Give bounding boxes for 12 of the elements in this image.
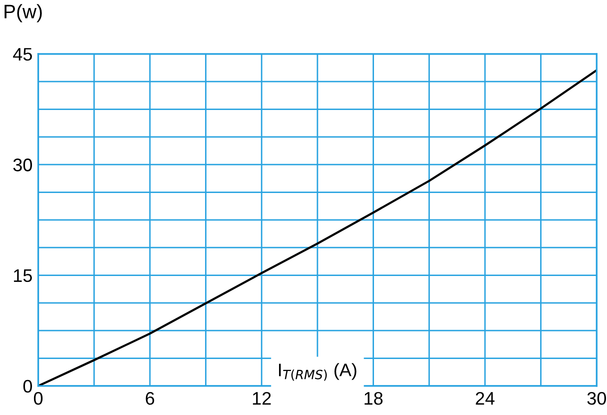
y-tick-label: 45 — [13, 48, 32, 61]
y-tick-label: 0 — [23, 380, 32, 393]
y-tick-label: 15 — [14, 269, 32, 282]
x-tick-label: 30 — [587, 392, 606, 405]
y-tick-label: 30 — [13, 158, 32, 172]
x-tick-label: 6 — [146, 392, 154, 405]
x-tick-label: 24 — [476, 392, 495, 405]
x-tick-label: 18 — [364, 392, 383, 405]
y-axis-title: P(w) — [4, 4, 42, 22]
x-tick-label: 12 — [252, 392, 271, 405]
x-tick-label: 0 — [34, 392, 43, 405]
x-axis-title: I$_{T(RMS)}$ (A) — [279, 363, 356, 381]
